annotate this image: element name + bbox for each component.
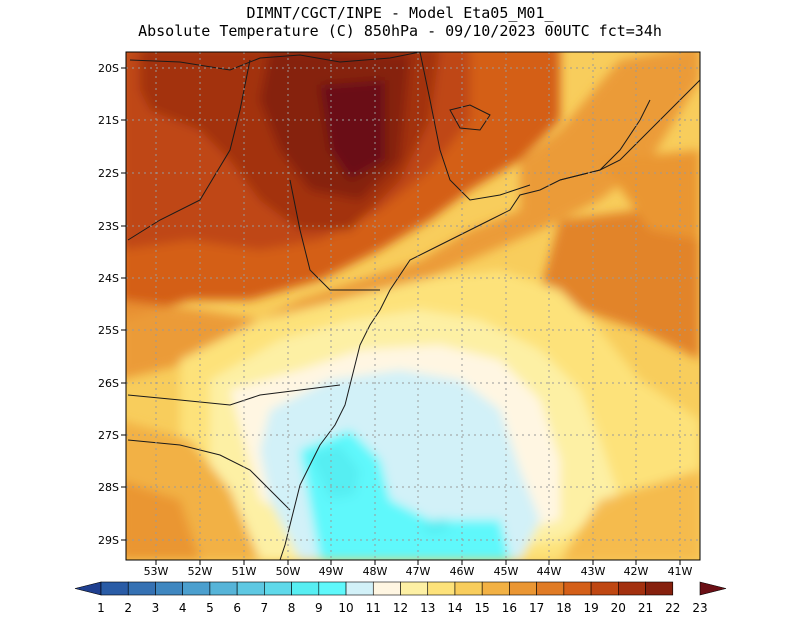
colorbar-swatch (590, 581, 619, 596)
state-border-pr-sc (127, 384, 341, 406)
lat-label: 29S (98, 534, 119, 547)
state-border-west (127, 59, 251, 241)
coastline-and-borders (127, 52, 700, 560)
colorbar-swatch (264, 581, 292, 596)
colorbar-label: 11 (366, 601, 381, 615)
colorbar-swatch (400, 581, 429, 596)
colorbar-swatch (563, 581, 592, 596)
colorbar-label: 5 (206, 601, 214, 615)
colorbar-swatch (100, 581, 129, 596)
lat-label: 22S (98, 167, 119, 180)
colorbar-label: 10 (338, 601, 353, 615)
lat-label: 21S (98, 114, 119, 127)
lat-label: 28S (98, 481, 119, 494)
lat-label: 20S (98, 62, 119, 75)
colorbar-swatch (454, 581, 483, 596)
lon-label: 46W (450, 565, 475, 578)
colorbar-swatch (427, 581, 456, 596)
colorbar-swatch (481, 581, 510, 596)
colorbar-swatch (372, 581, 401, 596)
chart-title-line-1: DIMNT/CGCT/INPE - Model Eta05_M01_ (246, 4, 554, 22)
map-frame (125, 51, 701, 561)
lon-axis: 53W 52W 51W 50W 49W 48W 47W 46W 45W 44W … (144, 560, 693, 578)
colorbar-swatch (291, 581, 320, 596)
lon-label: 52W (188, 565, 213, 578)
colorbar-label: 14 (447, 601, 462, 615)
colorbar-arrow-right (699, 581, 727, 596)
lon-label: 48W (363, 565, 388, 578)
colorbar-label: 7 (261, 601, 269, 615)
lon-label: 45W (494, 565, 519, 578)
chart-title-line-2: Absolute Temperature (C) 850hPa - 09/10/… (138, 22, 662, 40)
colorbar-label: 16 (502, 601, 517, 615)
colorbar-swatch (645, 581, 674, 596)
temperature-field (126, 52, 700, 560)
colorbar-label: 1 (97, 601, 105, 615)
colorbar-label: 23 (692, 601, 707, 615)
colorbar-label: 20 (611, 601, 626, 615)
colorbar-label: 8 (288, 601, 296, 615)
colorbar-swatch (318, 581, 347, 596)
colorbar-swatch (209, 581, 238, 596)
colorbar-label: 3 (152, 601, 160, 615)
lon-label: 49W (319, 565, 344, 578)
lon-label: 44W (537, 565, 562, 578)
lon-label: 51W (232, 565, 257, 578)
lon-label: 43W (581, 565, 606, 578)
colorbar-arrow-left (74, 581, 102, 596)
colorbar-label: 12 (393, 601, 408, 615)
colorbar-label: 15 (475, 601, 490, 615)
colorbar-swatch (618, 581, 646, 596)
grid-lines (126, 52, 700, 560)
colorbar-swatch (182, 581, 211, 596)
state-border-rj-es (559, 99, 651, 181)
colorbar-swatch (155, 581, 183, 596)
colorbar-label: 22 (665, 601, 680, 615)
colorbar-label: 6 (233, 601, 241, 615)
lon-label: 53W (144, 565, 169, 578)
state-border-pr (289, 179, 380, 291)
lon-label: 47W (406, 565, 431, 578)
colorbar-swatch (536, 581, 565, 596)
lat-axis: 20S 21S 22S 23S 24S 25S 26S 27S 28S 29S (98, 62, 126, 547)
state-border-north (129, 52, 421, 71)
colorbar-label: 9 (315, 601, 323, 615)
colorbar-label: 18 (556, 601, 571, 615)
lat-label: 26S (98, 377, 119, 390)
lake-lines (449, 104, 491, 131)
colorbar-swatch (509, 581, 537, 596)
state-border-sp-mg (419, 52, 531, 201)
colorbar-label: 2 (124, 601, 132, 615)
lon-label: 42W (624, 565, 649, 578)
colorbar-label: 17 (529, 601, 544, 615)
state-border-sc-rs (127, 439, 291, 511)
lon-label: 41W (668, 565, 693, 578)
colorbar-swatch (236, 581, 265, 596)
colorbar-swatch (345, 581, 374, 596)
colorbar: 1 2 3 4 5 6 7 8 9 10 11 12 13 14 15 16 17 18 19 20 21 22 23 (74, 581, 727, 615)
lat-label: 24S (98, 272, 119, 285)
colorbar-label: 4 (179, 601, 187, 615)
colorbar-swatch (127, 581, 156, 596)
lat-label: 25S (98, 324, 119, 337)
lat-label: 23S (98, 220, 119, 233)
colorbar-label: 21 (638, 601, 653, 615)
colorbar-label: 19 (583, 601, 598, 615)
lon-label: 50W (276, 565, 301, 578)
lat-label: 27S (98, 429, 119, 442)
colorbar-label: 13 (420, 601, 435, 615)
